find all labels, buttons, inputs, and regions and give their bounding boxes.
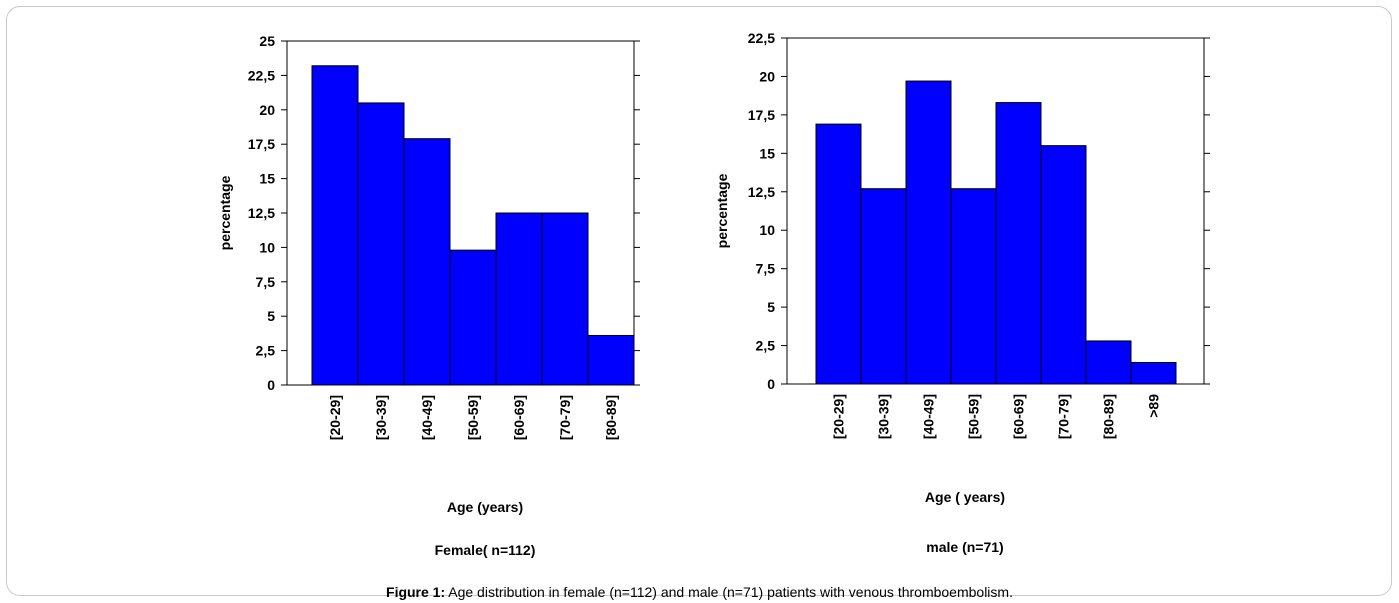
caption-text: Age distribution in female (n=112) and m… [445,584,1013,600]
x-tick-label: [20-29] [831,394,847,439]
y-tick-label: 25 [259,33,275,49]
y-tick-label: 20 [759,68,775,84]
bar [403,138,451,386]
x-tick-label: [30-39] [373,395,389,440]
y-tick-label: 10 [259,239,275,255]
y-tick-label: 20 [259,102,275,118]
bar [1085,340,1132,385]
chart-subtitle: male (n=71) [926,539,1003,555]
figure-frame [6,6,1392,596]
caption-label: Figure 1: [386,584,446,600]
y-tick-label: 12,5 [248,205,275,221]
bar [449,249,497,386]
y-tick-label: 2,5 [256,343,276,359]
x-tick-label: [80-89] [1101,394,1117,439]
x-tick-label: [20-29] [327,395,343,440]
bar [541,212,589,386]
x-tick-label: >89 [1146,394,1162,418]
y-tick-label: 5 [767,299,775,315]
bar [587,334,635,386]
bar [995,102,1042,385]
y-tick-label: 12,5 [748,184,775,200]
x-axis-title: Age (years) [447,499,523,515]
y-tick-label: 22,5 [748,30,775,46]
y-axis-title: percentage [217,175,233,250]
y-tick-label: 17,5 [248,136,275,152]
y-tick-label: 7,5 [256,274,276,290]
male-age-histogram: 0 2,5 5 7,5 10 12,5 15 17,5 20 22,5 [20-29] [30-39]… [714,30,1210,555]
x-axis-title: Age ( years) [925,489,1005,505]
x-tick-label: [30-39] [876,394,892,439]
bar [1130,361,1177,385]
y-tick-label: 17,5 [748,107,775,123]
x-tick-label: [70-79] [1056,394,1072,439]
figure-caption: Figure 1: Age distribution in female (n=… [0,584,1399,600]
y-tick-label: 0 [267,377,275,393]
bar [860,188,907,385]
x-tick-label: [40-49] [419,395,435,440]
x-tick-label: [70-79] [557,395,573,440]
y-tick-label: 15 [259,171,275,187]
x-tick-label: [80-89] [603,395,619,440]
bar [950,188,997,385]
bar [495,212,543,386]
female-age-histogram: 0 2,5 5 7,5 10 12,5 15 17,5 20 22,5 25 [20-29] [30-3… [217,33,640,558]
y-tick-label: 2,5 [756,338,776,354]
bar [1040,145,1087,385]
bar [357,102,405,386]
bar [905,80,952,385]
x-tick-label: [40-49] [921,394,937,439]
y-tick-label: 10 [759,222,775,238]
y-tick-label: 15 [759,145,775,161]
bar [311,65,359,386]
y-axis-title: percentage [714,173,730,248]
x-tick-label: [60-69] [1011,394,1027,439]
x-tick-label: [50-59] [966,394,982,439]
x-tick-label: [50-59] [465,395,481,440]
chart-subtitle: Female( n=112) [435,542,536,558]
x-tick-label: [60-69] [511,395,527,440]
y-tick-label: 7,5 [756,261,776,277]
y-tick-label: 5 [267,308,275,324]
y-tick-label: 0 [767,376,775,392]
y-tick-label: 22,5 [248,67,275,83]
bar [815,123,862,385]
